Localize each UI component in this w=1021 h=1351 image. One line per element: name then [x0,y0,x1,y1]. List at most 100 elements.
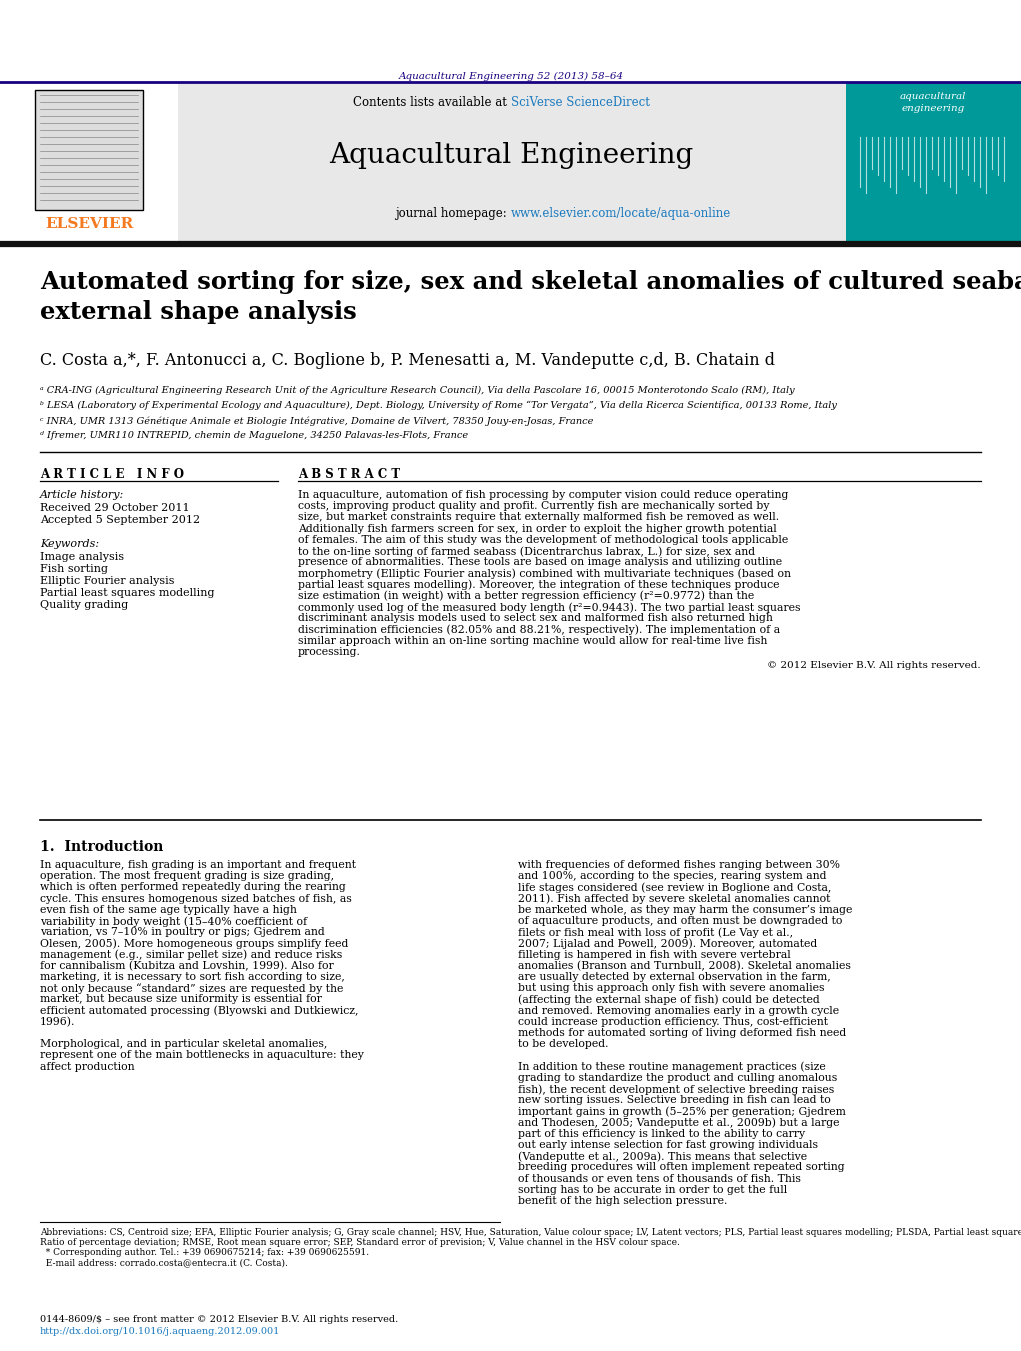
Text: which is often performed repeatedly during the rearing: which is often performed repeatedly duri… [40,882,346,893]
Bar [35,91,143,209]
Text: life stages considered (see review in Boglione and Costa,: life stages considered (see review in Bo… [518,882,831,893]
Text: sorting has to be accurate in order to get the full: sorting has to be accurate in order to g… [518,1185,787,1194]
Text: Additionally fish farmers screen for sex, in order to exploit the higher growth : Additionally fish farmers screen for sex… [298,524,777,534]
Text: Accepted 5 September 2012: Accepted 5 September 2012 [40,515,200,526]
Text: breeding procedures will often implement repeated sorting: breeding procedures will often implement… [518,1162,844,1173]
Text: Morphological, and in particular skeletal anomalies,: Morphological, and in particular skeleta… [40,1039,328,1050]
Text: variability in body weight (15–40% coefficient of: variability in body weight (15–40% coeff… [40,916,307,927]
Text: ᵇ LESA (Laboratory of Experimental Ecology and Aquaculture), Dept. Biology, Univ: ᵇ LESA (Laboratory of Experimental Ecolo… [40,401,837,411]
Text: aquacultural: aquacultural [900,92,966,101]
Text: methods for automated sorting of living deformed fish need: methods for automated sorting of living … [518,1028,846,1038]
Text: www.elsevier.com/locate/aqua-online: www.elsevier.com/locate/aqua-online [510,207,731,220]
Text: Abbreviations: CS, Centroid size; EFA, Elliptic Fourier analysis; G, Gray scale : Abbreviations: CS, Centroid size; EFA, E… [40,1228,1021,1238]
Text: are usually detected by external observation in the farm,: are usually detected by external observa… [518,971,831,982]
Text: market, but because size uniformity is essential for: market, but because size uniformity is e… [40,994,322,1004]
Text: 1.  Introduction: 1. Introduction [40,840,163,854]
Text: Keywords:: Keywords: [40,539,99,549]
Text: represent one of the main bottlenecks in aquaculture: they: represent one of the main bottlenecks in… [40,1050,363,1061]
Text: marketing, it is necessary to sort fish according to size,: marketing, it is necessary to sort fish … [40,971,345,982]
Text: 2011). Fish affected by severe skeletal anomalies cannot: 2011). Fish affected by severe skeletal … [518,893,830,904]
Text: A R T I C L E   I N F O: A R T I C L E I N F O [40,467,184,481]
Text: http://dx.doi.org/10.1016/j.aquaeng.2012.09.001: http://dx.doi.org/10.1016/j.aquaeng.2012… [40,1327,281,1336]
Text: affect production: affect production [40,1062,135,1071]
Text: Aquacultural Engineering: Aquacultural Engineering [329,142,693,169]
Text: commonly used log of the measured body length (r²=0.9443). The two partial least: commonly used log of the measured body l… [298,603,800,612]
Text: In addition to these routine management practices (size: In addition to these routine management … [518,1062,826,1073]
Text: 2007; Lijalad and Powell, 2009). Moreover, automated: 2007; Lijalad and Powell, 2009). Moreove… [518,939,817,948]
Bar [846,82,1021,245]
Text: ELSEVIER: ELSEVIER [45,218,133,231]
Text: SciVerse ScienceDirect: SciVerse ScienceDirect [510,96,650,109]
Text: part of this efficiency is linked to the ability to carry: part of this efficiency is linked to the… [518,1129,806,1139]
Text: (Vandeputte et al., 2009a). This means that selective: (Vandeputte et al., 2009a). This means t… [518,1151,808,1162]
Text: operation. The most frequent grading is size grading,: operation. The most frequent grading is … [40,871,334,881]
Text: Quality grading: Quality grading [40,600,129,611]
Text: management (e.g., similar pellet size) and reduce risks: management (e.g., similar pellet size) a… [40,950,342,961]
Bar [0,82,178,245]
Text: ᵈ Ifremer, UMR110 INTREPID, chemin de Maguelone, 34250 Palavas-les-Flots, France: ᵈ Ifremer, UMR110 INTREPID, chemin de Ma… [40,431,468,440]
Text: new sorting issues. Selective breeding in fish can lead to: new sorting issues. Selective breeding i… [518,1096,831,1105]
Text: benefit of the high selection pressure.: benefit of the high selection pressure. [518,1196,727,1206]
Text: engineering: engineering [902,104,965,113]
Text: size, but market constraints require that externally malformed fish be removed a: size, but market constraints require tha… [298,512,779,523]
Text: even fish of the same age typically have a high: even fish of the same age typically have… [40,905,297,915]
Text: fish), the recent development of selective breeding raises: fish), the recent development of selecti… [518,1084,834,1094]
Text: Elliptic Fourier analysis: Elliptic Fourier analysis [40,576,175,586]
Text: Aquacultural Engineering 52 (2013) 58–64: Aquacultural Engineering 52 (2013) 58–64 [398,72,624,81]
Text: C. Costa a,*, F. Antonucci a, C. Boglione b, P. Menesatti a, M. Vandeputte c,d, : C. Costa a,*, F. Antonucci a, C. Boglion… [40,353,775,369]
Text: but using this approach only fish with severe anomalies: but using this approach only fish with s… [518,984,825,993]
Text: external shape analysis: external shape analysis [40,300,356,324]
Text: Received 29 October 2011: Received 29 October 2011 [40,503,190,513]
Text: partial least squares modelling). Moreover, the integration of these techniques : partial least squares modelling). Moreov… [298,580,779,590]
Text: * Corresponding author. Tel.: +39 0690675214; fax: +39 0690625591.: * Corresponding author. Tel.: +39 069067… [40,1248,370,1256]
Text: journal homepage:: journal homepage: [395,207,510,220]
Text: size estimation (in weight) with a better regression efficiency (r²=0.9772) than: size estimation (in weight) with a bette… [298,590,755,601]
Text: for cannibalism (Kubitza and Lovshin, 1999). Also for: for cannibalism (Kubitza and Lovshin, 19… [40,961,334,971]
Text: grading to standardize the product and culling anomalous: grading to standardize the product and c… [518,1073,837,1082]
Text: E-mail address: corrado.costa@entecra.it (C. Costa).: E-mail address: corrado.costa@entecra.it… [40,1258,288,1267]
Text: discrimination efficiencies (82.05% and 88.21%, respectively). The implementatio: discrimination efficiencies (82.05% and … [298,624,780,635]
Text: could increase production efficiency. Thus, cost-efficient: could increase production efficiency. Th… [518,1017,828,1027]
Text: discriminant analysis models used to select sex and malformed fish also returned: discriminant analysis models used to sel… [298,613,773,623]
Text: Olesen, 2005). More homogeneous groups simplify feed: Olesen, 2005). More homogeneous groups s… [40,939,348,948]
Text: of females. The aim of this study was the development of methodological tools ap: of females. The aim of this study was th… [298,535,788,544]
Text: to be developed.: to be developed. [518,1039,609,1050]
Text: morphometry (Elliptic Fourier analysis) combined with multivariate techniques (b: morphometry (Elliptic Fourier analysis) … [298,569,791,580]
Text: ᶜ INRA, UMR 1313 Génétique Animale et Biologie Intégrative, Domaine de Vilvert, : ᶜ INRA, UMR 1313 Génétique Animale et Bi… [40,416,593,426]
Text: be marketed whole, as they may harm the consumer’s image: be marketed whole, as they may harm the … [518,905,853,915]
Text: filleting is hampered in fish with severe vertebral: filleting is hampered in fish with sever… [518,950,790,959]
Text: and 100%, according to the species, rearing system and: and 100%, according to the species, rear… [518,871,827,881]
Text: not only because “standard” sizes are requested by the: not only because “standard” sizes are re… [40,984,343,994]
Text: filets or fish meal with loss of profit (Le Vay et al.,: filets or fish meal with loss of profit … [518,927,793,938]
Text: A B S T R A C T: A B S T R A C T [298,467,400,481]
Text: Contents lists available at: Contents lists available at [353,96,510,109]
Text: Automated sorting for size, sex and skeletal anomalies of cultured seabass using: Automated sorting for size, sex and skel… [40,270,1021,295]
Text: In aquaculture, fish grading is an important and frequent: In aquaculture, fish grading is an impor… [40,861,356,870]
Text: out early intense selection for fast growing individuals: out early intense selection for fast gro… [518,1140,818,1150]
Text: and removed. Removing anomalies early in a growth cycle: and removed. Removing anomalies early in… [518,1005,839,1016]
Text: Ratio of percentage deviation; RMSE, Root mean square error; SEP, Standard error: Ratio of percentage deviation; RMSE, Roo… [40,1238,680,1247]
Text: processing.: processing. [298,647,360,657]
Text: with frequencies of deformed fishes ranging between 30%: with frequencies of deformed fishes rang… [518,861,840,870]
Text: © 2012 Elsevier B.V. All rights reserved.: © 2012 Elsevier B.V. All rights reserved… [768,661,981,670]
Text: efficient automated processing (Blyowski and Dutkiewicz,: efficient automated processing (Blyowski… [40,1005,358,1016]
Text: ᵃ CRA-ING (Agricultural Engineering Research Unit of the Agriculture Research Co: ᵃ CRA-ING (Agricultural Engineering Rese… [40,386,794,394]
Text: of aquaculture products, and often must be downgraded to: of aquaculture products, and often must … [518,916,842,925]
Text: Article history:: Article history: [40,490,125,500]
Text: important gains in growth (5–25% per generation; Gjedrem: important gains in growth (5–25% per gen… [518,1106,845,1117]
Text: similar approach within an on-line sorting machine would allow for real-time liv: similar approach within an on-line sorti… [298,635,768,646]
Text: In aquaculture, automation of fish processing by computer vision could reduce op: In aquaculture, automation of fish proce… [298,490,788,500]
Bar [0,82,1021,245]
Text: Image analysis: Image analysis [40,553,125,562]
Text: 0144-8609/$ – see front matter © 2012 Elsevier B.V. All rights reserved.: 0144-8609/$ – see front matter © 2012 El… [40,1315,398,1324]
Text: anomalies (Branson and Turnbull, 2008). Skeletal anomalies: anomalies (Branson and Turnbull, 2008). … [518,961,850,971]
Text: Fish sorting: Fish sorting [40,563,108,574]
Text: variation, vs 7–10% in poultry or pigs; Gjedrem and: variation, vs 7–10% in poultry or pigs; … [40,927,325,938]
Text: (affecting the external shape of fish) could be detected: (affecting the external shape of fish) c… [518,994,820,1005]
Text: Partial least squares modelling: Partial least squares modelling [40,588,214,598]
Text: 1996).: 1996). [40,1017,76,1027]
Text: cycle. This ensures homogenous sized batches of fish, as: cycle. This ensures homogenous sized bat… [40,893,352,904]
Text: of thousands or even tens of thousands of fish. This: of thousands or even tens of thousands o… [518,1174,800,1183]
Text: to the on-line sorting of farmed seabass (Dicentrarchus labrax, L.) for size, se: to the on-line sorting of farmed seabass… [298,546,756,557]
Text: costs, improving product quality and profit. Currently fish are mechanically sor: costs, improving product quality and pro… [298,501,770,511]
